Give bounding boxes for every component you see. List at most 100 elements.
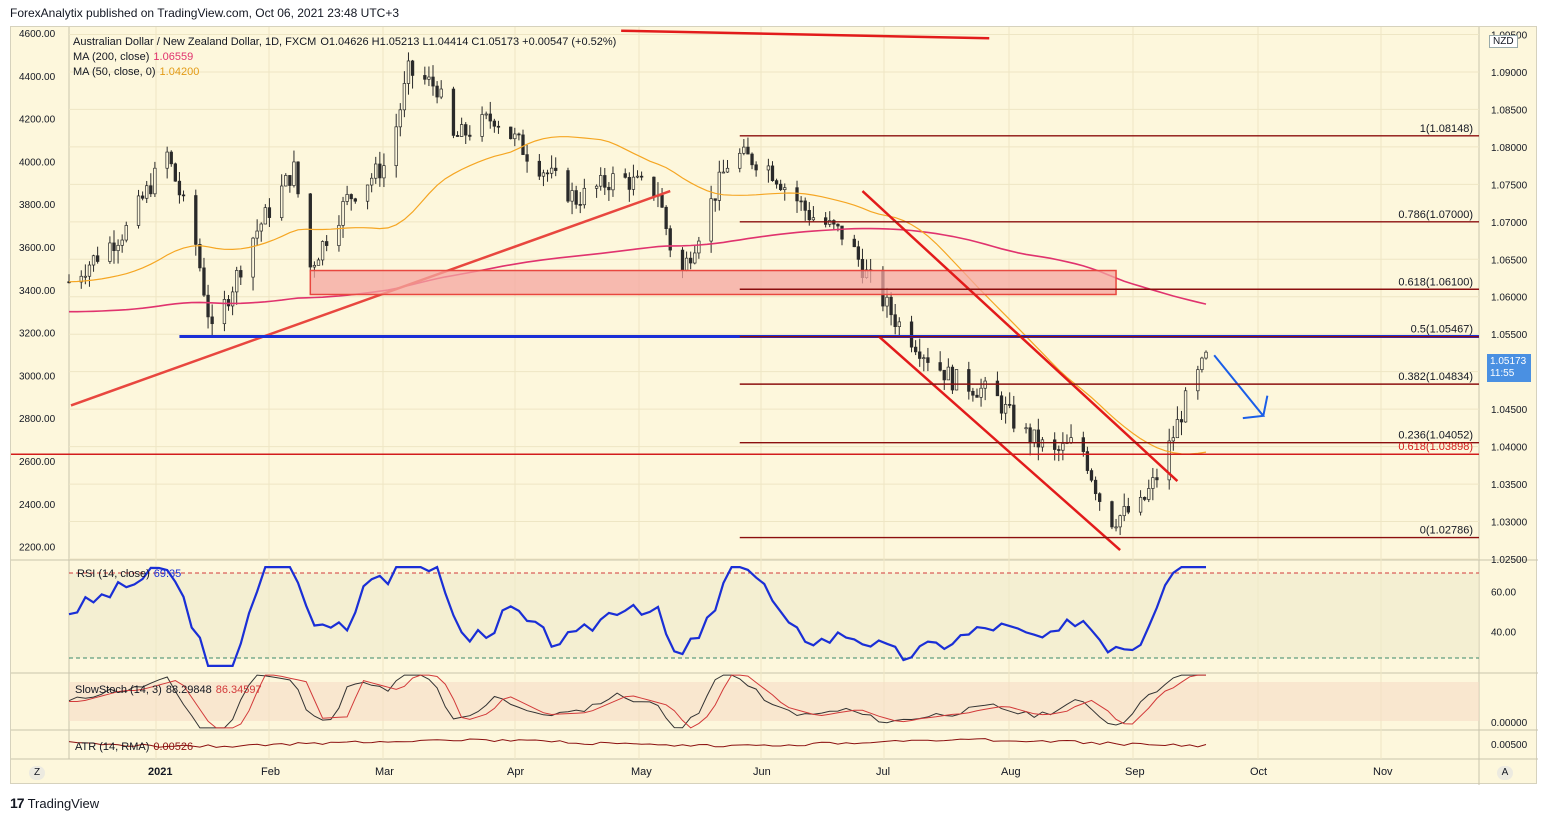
candle-body — [1003, 404, 1008, 414]
candle-body — [468, 134, 472, 137]
candle-body — [402, 83, 407, 111]
candle-body — [251, 237, 255, 278]
candle-body — [689, 257, 693, 264]
candle-body — [267, 207, 272, 218]
candle-body — [410, 60, 415, 76]
stoch-tick-label: 0.00000 — [1491, 718, 1528, 729]
left-tick-label: 3200.00 — [19, 329, 56, 340]
candle-body — [370, 177, 374, 186]
candle-body — [783, 187, 787, 191]
candle-body — [1196, 369, 1200, 392]
forecast-arrow — [1213, 354, 1269, 420]
candle-body — [721, 171, 726, 174]
candle-body — [554, 167, 558, 171]
auto-scale-left-button[interactable]: Z — [29, 766, 45, 780]
currency-badge[interactable]: NZD — [1489, 35, 1518, 48]
candle-body — [194, 195, 198, 245]
candle-body — [235, 270, 239, 293]
candle-body — [578, 204, 582, 206]
candle-body — [754, 164, 758, 171]
candle-body — [173, 163, 177, 182]
candle-body — [525, 154, 529, 162]
ma50-label: MA (50, close, 0) — [73, 66, 156, 78]
time-tick-label: Feb — [261, 766, 280, 778]
candle-body — [496, 125, 501, 128]
auto-scale-right-button[interactable]: A — [1497, 766, 1513, 780]
candle-body — [517, 133, 521, 136]
candle-body — [1179, 419, 1184, 423]
atr-legend: ATR (14, RMA) 0.00526 — [75, 741, 197, 753]
candle-body — [779, 183, 783, 191]
rsi-tick-label: 60.00 — [1491, 587, 1516, 598]
candle-body — [594, 185, 599, 189]
tradingview-logo[interactable]: 17 TradingView — [10, 795, 99, 811]
time-tick-label: Jul — [876, 766, 890, 778]
candle-body — [427, 76, 431, 80]
candle-body — [239, 270, 243, 278]
candle-body — [926, 357, 930, 363]
resistance-zone — [309, 269, 1117, 296]
candle-body — [394, 126, 398, 166]
candle-body — [1171, 437, 1175, 442]
candle-body — [967, 369, 971, 392]
candle-body — [938, 362, 942, 371]
rsi-band — [69, 573, 1479, 658]
candle-body — [766, 165, 771, 171]
candle-body — [1155, 477, 1159, 481]
candle-body — [823, 217, 828, 225]
fib-level-label: 0.786(1.07000) — [1398, 209, 1473, 221]
left-tick-label: 2400.00 — [19, 500, 56, 511]
time-tick-label: Sep — [1125, 766, 1145, 778]
chart-canvas[interactable]: 1(1.08148) 0.786(1.07000) 0.618(1.06100) 0.… — [11, 27, 1538, 785]
candle-body — [398, 109, 402, 128]
left-tick-label: 4000.00 — [19, 157, 56, 168]
candle-body — [423, 75, 427, 80]
fib-level-label: 1(1.08148) — [1420, 123, 1473, 135]
ma200-value: 1.06559 — [153, 51, 194, 63]
candle-body — [1126, 506, 1130, 513]
candle-body — [365, 184, 370, 202]
left-tick-label: 3400.00 — [19, 286, 56, 297]
candle-body — [1040, 439, 1045, 448]
candle-body — [971, 390, 975, 396]
fib-level-label: 0.236(1.04052) — [1398, 430, 1473, 442]
candle-body — [345, 194, 349, 202]
fib-level-label: 0.618(1.03898) — [1398, 441, 1473, 453]
candle-body — [320, 241, 325, 261]
candle-body — [206, 294, 210, 318]
candle-body — [83, 275, 88, 278]
candle-body — [108, 242, 112, 262]
candle-body — [451, 88, 456, 136]
candle-body — [464, 124, 468, 136]
candle-body — [607, 186, 611, 191]
candle-body — [995, 380, 1000, 397]
candle-body — [210, 316, 214, 325]
candle-body — [545, 172, 550, 175]
candle-body — [1200, 357, 1204, 370]
price-tick-label: 1.07000 — [1491, 218, 1528, 229]
candle-body — [942, 369, 946, 381]
candle-body — [169, 151, 173, 165]
fib-level-label: 0.618(1.06100) — [1398, 276, 1473, 288]
candle-body — [680, 249, 685, 271]
fib-level-label: 0(1.02786) — [1420, 525, 1473, 537]
chart-frame[interactable]: 1(1.08148) 0.786(1.07000) 0.618(1.06100) 0.… — [10, 26, 1538, 785]
candle-body — [1098, 493, 1102, 502]
candle-body — [95, 255, 100, 262]
current-price-badge: 1.05173 11:55 — [1487, 354, 1531, 382]
candle-body — [1081, 437, 1085, 452]
candle-body — [353, 198, 357, 202]
left-tick-label: 3000.00 — [19, 371, 56, 382]
candle-body — [725, 167, 730, 173]
candle-body — [623, 173, 627, 178]
candle-body — [435, 85, 439, 98]
atr-label: ATR (14, RMA) — [75, 741, 150, 753]
candle-body — [1114, 526, 1118, 529]
candle-body — [537, 160, 541, 177]
candle-body — [889, 296, 893, 316]
candle-body — [230, 291, 235, 307]
candle-body — [746, 146, 750, 155]
candle-body — [316, 259, 321, 266]
price-tick-label: 1.04000 — [1491, 443, 1528, 454]
time-tick-label: Mar — [375, 766, 394, 778]
